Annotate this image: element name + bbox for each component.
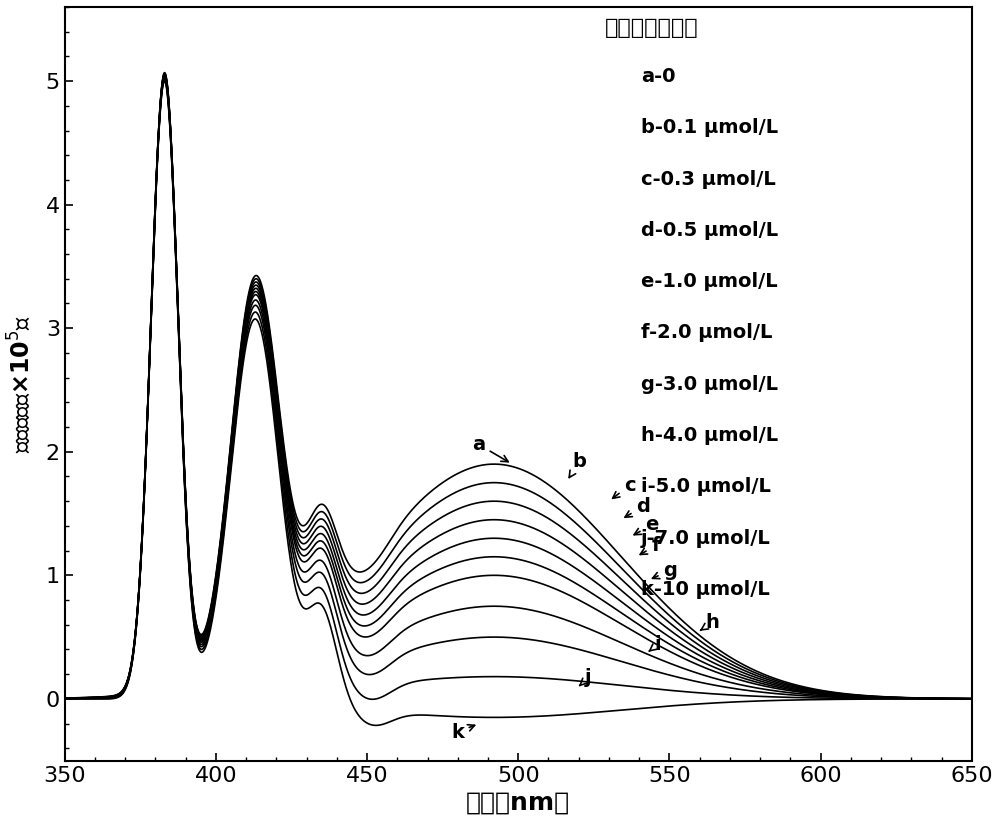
Text: j-7.0 μmol/L: j-7.0 μmol/L (641, 529, 770, 547)
Text: c: c (613, 476, 636, 498)
Text: i: i (649, 635, 661, 654)
Text: d: d (625, 496, 650, 517)
Text: d-0.5 μmol/L: d-0.5 μmol/L (641, 221, 778, 240)
Text: a-0: a-0 (641, 67, 675, 86)
Text: e-1.0 μmol/L: e-1.0 μmol/L (641, 272, 777, 291)
Text: b: b (569, 452, 587, 478)
Text: g-3.0 μmol/L: g-3.0 μmol/L (641, 375, 778, 394)
Text: a: a (472, 435, 508, 462)
Text: f: f (640, 536, 660, 555)
Text: 牛血清蛋白浓度: 牛血清蛋白浓度 (604, 18, 698, 39)
Y-axis label: 荧光强度（×10$^5$）: 荧光强度（×10$^5$） (7, 315, 35, 453)
Text: k: k (451, 723, 475, 741)
Text: k-10 μmol/L: k-10 μmol/L (641, 580, 769, 598)
Text: c-0.3 μmol/L: c-0.3 μmol/L (641, 169, 775, 189)
Text: g: g (652, 561, 677, 580)
Text: j: j (580, 668, 591, 687)
Text: i-5.0 μmol/L: i-5.0 μmol/L (641, 478, 771, 496)
Text: h: h (700, 612, 720, 632)
Text: b-0.1 μmol/L: b-0.1 μmol/L (641, 118, 778, 137)
Text: e: e (634, 515, 659, 535)
Text: f-2.0 μmol/L: f-2.0 μmol/L (641, 324, 772, 343)
X-axis label: 波长（nm）: 波长（nm） (466, 791, 570, 815)
Text: h-4.0 μmol/L: h-4.0 μmol/L (641, 426, 778, 445)
